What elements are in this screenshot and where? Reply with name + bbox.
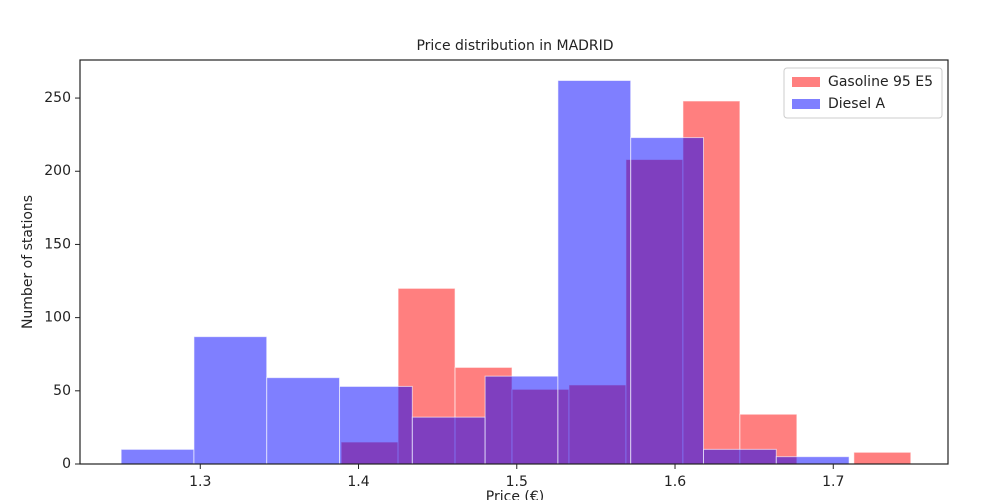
y-tick-label: 150	[44, 236, 71, 252]
legend-swatch	[792, 99, 820, 109]
x-tick-label: 1.4	[347, 474, 369, 490]
histogram-bar	[266, 377, 341, 465]
histogram-bar	[853, 451, 912, 465]
x-tick-label: 1.6	[664, 474, 686, 490]
legend-box	[783, 67, 943, 119]
histogram-bar	[775, 456, 850, 465]
x-tick-label: 1.7	[822, 474, 844, 490]
histogram-bar	[484, 375, 559, 465]
histogram-bar	[120, 448, 195, 465]
y-axis-label: Number of stations	[20, 195, 36, 329]
x-axis-label: Price (€)	[486, 489, 544, 500]
histogram-bar	[703, 448, 777, 465]
histogram-bar	[557, 79, 632, 465]
plot-frame	[79, 59, 949, 465]
histogram-bar	[193, 336, 268, 465]
histogram-bar	[630, 137, 705, 465]
legend-label: Gasoline 95 E5	[828, 74, 933, 90]
legend-label: Diesel A	[828, 96, 886, 112]
y-tick-label: 200	[44, 163, 71, 179]
histogram-bar	[411, 416, 486, 465]
chart-title: Price distribution in MADRID	[416, 38, 613, 54]
x-tick-label: 1.3	[189, 474, 211, 490]
legend-swatch	[792, 77, 820, 87]
y-tick-label: 100	[44, 310, 71, 326]
y-tick-label: 50	[53, 383, 71, 399]
histogram-bar	[339, 385, 413, 465]
y-tick-label: 0	[62, 456, 71, 472]
x-tick-label: 1.5	[506, 474, 528, 490]
y-tick-label: 250	[44, 90, 71, 106]
